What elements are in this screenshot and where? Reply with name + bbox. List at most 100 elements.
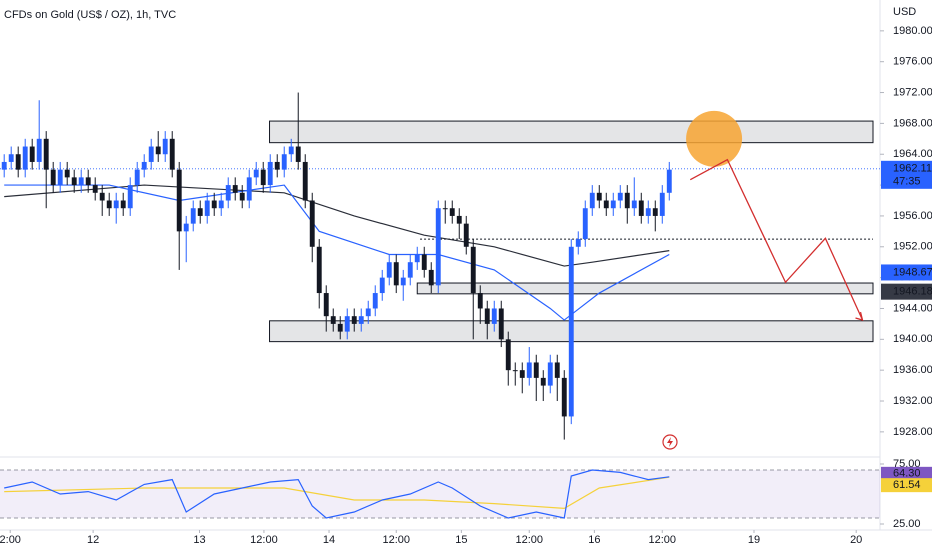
alert-bolt[interactable] [667, 437, 673, 447]
candle-body [260, 169, 266, 186]
candle-body [71, 177, 77, 186]
candle-body [631, 200, 637, 209]
x-tick-label: 12:00 [382, 534, 410, 546]
candle-body [162, 138, 168, 155]
candle-body [470, 246, 476, 294]
candle-body [218, 200, 224, 209]
candle-body [8, 154, 14, 162]
candle-body [246, 177, 252, 201]
candle-body [526, 362, 532, 378]
candle-body [316, 246, 322, 294]
currency: USD [893, 6, 916, 18]
candle-body [400, 277, 406, 286]
x-tick-label: 12:00 [649, 534, 677, 546]
candle-body [666, 169, 672, 193]
candle-body [239, 192, 245, 201]
candle-body [78, 177, 84, 186]
arrow-head [855, 311, 864, 321]
price-label: 1946.18 [893, 286, 932, 298]
candle-body [505, 339, 511, 371]
candle-body [414, 254, 420, 263]
candle-body [274, 161, 280, 170]
candle-body [498, 308, 504, 340]
price-label: 1948.67 [893, 266, 932, 278]
x-tick-label: 19 [748, 534, 760, 546]
x-tick-label: 12:00 [250, 534, 278, 546]
candle-body [638, 200, 644, 216]
candle-body [155, 146, 161, 155]
rsi-band [0, 470, 880, 518]
rsi-line [4, 469, 670, 519]
rsi-label: 64.30 [893, 468, 921, 480]
x-tick-label: 16 [588, 534, 600, 546]
candle-body [92, 185, 98, 193]
candle-body [50, 169, 56, 186]
candle-body [379, 277, 385, 294]
candle-body [610, 200, 616, 209]
candle-body [365, 308, 371, 317]
candle-body [442, 208, 448, 210]
candle-body [204, 200, 210, 216]
y-tick-label: 1976.00 [893, 56, 932, 68]
zone [269, 120, 874, 144]
candle-body [36, 138, 42, 162]
candle-body [99, 192, 105, 201]
candle-body [309, 200, 315, 247]
y-tick-label: 1972.00 [893, 86, 932, 98]
y-tick-label: 1956.00 [893, 210, 932, 222]
candle-body [463, 223, 469, 247]
candle-body [330, 316, 336, 324]
candle-body [484, 308, 490, 324]
zone [416, 282, 874, 295]
candle-body [190, 208, 196, 224]
candle-body [456, 215, 462, 224]
price-label-box [881, 264, 932, 281]
candle-body [624, 192, 630, 209]
candle-body [120, 200, 126, 209]
candle-body [295, 146, 301, 162]
rsi-label-box [881, 478, 932, 493]
price-label: 1962.11 [893, 163, 932, 175]
candle-body [372, 293, 378, 309]
candle-body [596, 192, 602, 201]
candle-body [617, 192, 623, 201]
candle-body [547, 362, 553, 386]
candle-body [652, 208, 658, 216]
candle-body [127, 185, 133, 209]
rsi-tick-label: 25.00 [893, 518, 921, 530]
candle-body [106, 200, 112, 209]
x-tick-label: 12:00 [515, 534, 543, 546]
candle-body [225, 185, 231, 201]
candle-body [519, 370, 525, 378]
candle-body [267, 161, 273, 186]
x-tick-label: 14 [323, 534, 335, 546]
candle-body [421, 254, 427, 270]
candle-body [323, 293, 329, 317]
candle-body [211, 200, 217, 209]
candle-body [15, 154, 21, 170]
candle-body [57, 169, 63, 186]
alert-circle[interactable] [662, 434, 678, 450]
plot [0, 92, 880, 440]
moving-average [4, 184, 670, 267]
candle-body [183, 223, 189, 232]
candle-body [141, 161, 147, 170]
x-tick-label: 13 [193, 534, 205, 546]
candle-body [85, 177, 91, 186]
candle-body [386, 262, 392, 278]
candle-body [435, 208, 441, 286]
candle-body [358, 316, 364, 324]
candle-body [232, 185, 238, 193]
alert-icon[interactable] [662, 434, 678, 450]
candle-body [1, 161, 7, 170]
x-tick-label: 2:00 [0, 534, 21, 546]
candle-body [540, 377, 546, 386]
candle-body [148, 146, 154, 162]
rsi-label-box [881, 466, 932, 481]
price-label-box [881, 160, 932, 189]
rsi-label: 61.54 [893, 479, 921, 491]
candle-body [64, 169, 70, 178]
y-tick-label: 1940.00 [893, 333, 932, 345]
